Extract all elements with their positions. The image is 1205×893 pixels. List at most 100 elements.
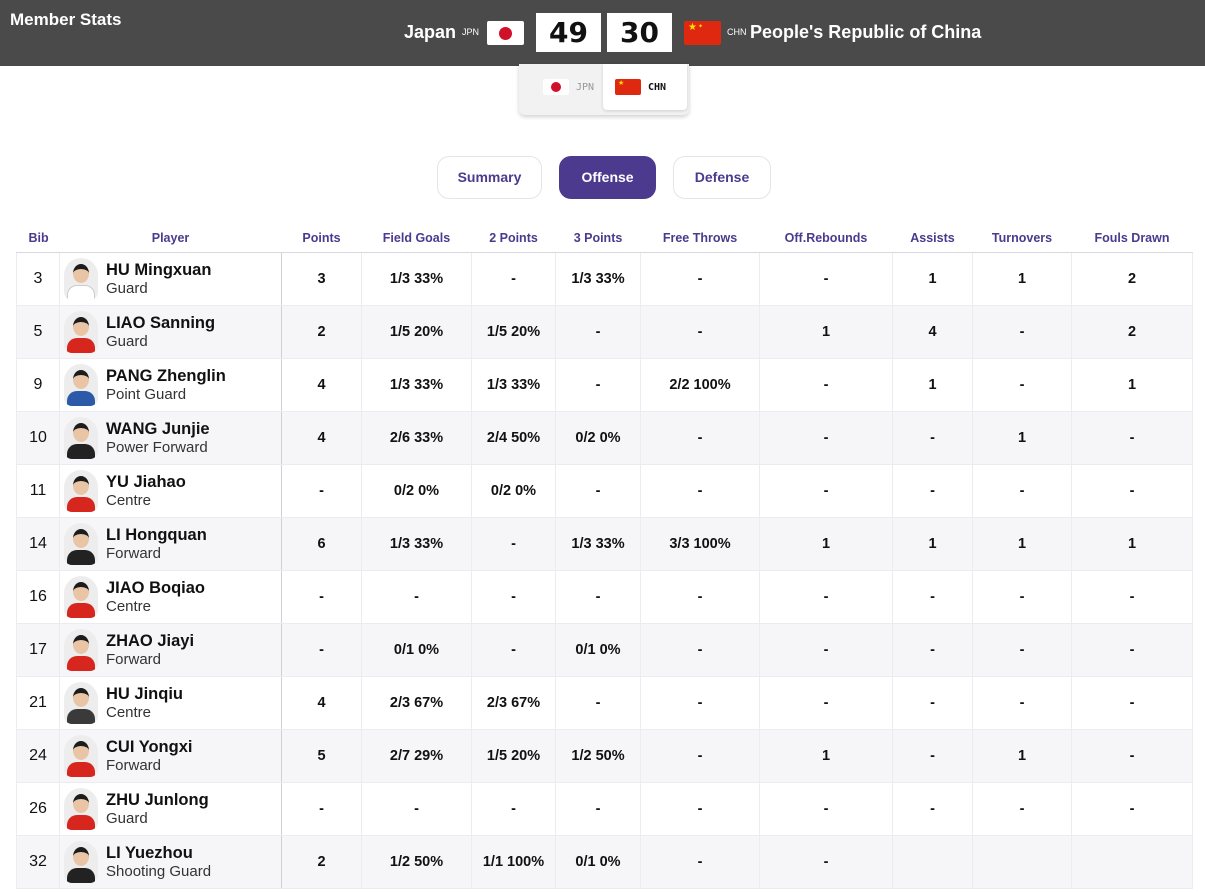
player-position: Centre (106, 703, 152, 721)
player-name[interactable]: ZHU Junlong (106, 790, 209, 809)
stat-field-goals: 1/2 50% (361, 835, 472, 889)
scoreboard-header: Member Stats Japan JPN 49 30 CHN People'… (0, 0, 1205, 66)
stat-assists: - (892, 411, 973, 465)
stat-assists: 1 (892, 358, 973, 412)
stat-points: - (281, 464, 362, 518)
player-cell[interactable]: JIAO Boqiao Centre (59, 570, 282, 624)
player-name[interactable]: LI Hongquan (106, 525, 207, 544)
stat-free-throws: - (640, 729, 760, 783)
player-bib: 11 (16, 464, 60, 518)
player-cell[interactable]: LI Yuezhou Shooting Guard (59, 835, 282, 889)
player-name[interactable]: ZHAO Jiayi (106, 631, 195, 650)
stat-assists: 1 (892, 252, 973, 306)
stat-2-points: 1/5 20% (471, 729, 556, 783)
column-header-bib: Bib (16, 222, 60, 253)
table-row[interactable]: 14 LI Hongquan Forward 6 1/3 33% -1/3 33% 3/3 … (16, 517, 1193, 571)
page-title: Member Stats (10, 10, 122, 29)
player-name[interactable]: LI Yuezhou (106, 843, 193, 862)
player-name[interactable]: CUI Yongxi (106, 737, 193, 756)
stat-off-rebounds: 1 (759, 305, 893, 359)
player-cell[interactable]: WANG Junjie Power Forward (59, 411, 282, 465)
stat-fouls-drawn: 2 (1071, 305, 1193, 359)
table-row[interactable]: 10 WANG Junjie Power Forward 4 2/6 33% 2/4 50… (16, 411, 1193, 465)
player-name[interactable]: HU Jinqiu (106, 684, 183, 703)
stat-2-points: 0/2 0% (471, 464, 556, 518)
player-name[interactable]: YU Jiahao (106, 472, 186, 491)
stat-points: 6 (281, 517, 362, 571)
player-bib: 24 (16, 729, 60, 783)
team-toggle-jpn[interactable]: JPN (519, 64, 603, 110)
column-header-off-rebounds: Off.Rebounds (759, 222, 893, 253)
stat-free-throws: - (640, 623, 760, 677)
stat-field-goals: 1/5 20% (361, 305, 472, 359)
stat-field-goals: 1/3 33% (361, 358, 472, 412)
stat-field-goals: 2/7 29% (361, 729, 472, 783)
player-cell[interactable]: ZHAO Jiayi Forward (59, 623, 282, 677)
column-header-free-throws: Free Throws (640, 222, 760, 253)
stat-off-rebounds: - (759, 358, 893, 412)
stat-field-goals: 0/1 0% (361, 623, 472, 677)
table-row[interactable]: 17 ZHAO Jiayi Forward -0/1 0% -0/1 0% - - - - - (16, 623, 1193, 677)
stat-free-throws: - (640, 305, 760, 359)
stat-2-points: 1/1 100% (471, 835, 556, 889)
player-position: Centre (106, 597, 152, 615)
avatar-head (73, 263, 89, 283)
stat-3-points: - (555, 676, 641, 730)
stat-assists (892, 835, 973, 889)
stat-fouls-drawn: - (1071, 411, 1193, 465)
table-row[interactable]: 9 PANG Zhenglin Point Guard 4 1/3 33% 1/3 33%… (16, 358, 1193, 412)
stat-turnovers: - (972, 358, 1072, 412)
stat-3-points: 1/2 50% (555, 729, 641, 783)
player-name[interactable]: JIAO Boqiao (106, 578, 206, 597)
tab-offense[interactable]: Offense (559, 156, 656, 199)
column-header-points: Points (281, 222, 362, 253)
stat-turnovers: - (972, 305, 1072, 359)
tab-defense[interactable]: Defense (673, 156, 771, 199)
player-cell[interactable]: CUI Yongxi Forward (59, 729, 282, 783)
tab-summary[interactable]: Summary (437, 156, 542, 199)
table-row[interactable]: 3 HU Mingxuan Guard 3 1/3 33% -1/3 33% - -1 1 2 (16, 252, 1193, 306)
player-cell[interactable]: LIAO Sanning Guard (59, 305, 282, 359)
stat-turnovers (972, 835, 1072, 889)
player-avatar (64, 469, 98, 512)
player-name[interactable]: PANG Zhenglin (106, 366, 226, 385)
avatar-head (73, 634, 89, 654)
stat-turnovers: 1 (972, 729, 1072, 783)
table-row[interactable]: 16 JIAO Boqiao Centre - - - - - - - - - (16, 570, 1193, 624)
table-row[interactable]: 21 HU Jinqiu Centre 4 2/3 67% 2/3 67% - - - - - - (16, 676, 1193, 730)
stat-turnovers: - (972, 676, 1072, 730)
player-cell[interactable]: ZHU Junlong Guard (59, 782, 282, 836)
table-row[interactable]: 11 YU Jiahao Centre -0/2 0% 0/2 0% - - - - - - (16, 464, 1193, 518)
column-header-2-points: 2 Points (471, 222, 556, 253)
table-body: 3 HU Mingxuan Guard 3 1/3 33% -1/3 33% - -1 1 2 5 L… (16, 252, 1193, 889)
player-cell[interactable]: YU Jiahao Centre (59, 464, 282, 518)
stat-free-throws: 2/2 100% (640, 358, 760, 412)
team-toggle-chn[interactable]: CHN (603, 64, 687, 110)
offense-stats-table: Bib Player Points Field Goals 2 Points 3… (16, 222, 1193, 889)
stat-off-rebounds: 1 (759, 517, 893, 571)
table-row[interactable]: 24 CUI Yongxi Forward 5 2/7 29% 1/5 20% 1/2 50… (16, 729, 1193, 783)
player-bib: 10 (16, 411, 60, 465)
stat-fouls-drawn: - (1071, 782, 1193, 836)
stat-field-goals: - (361, 782, 472, 836)
player-position: Forward (106, 650, 162, 668)
away-team-code: CHN (727, 27, 747, 37)
table-row[interactable]: 32 LI Yuezhou Shooting Guard 2 1/2 50% 1/1 10… (16, 835, 1193, 889)
player-cell[interactable]: PANG Zhenglin Point Guard (59, 358, 282, 412)
player-position: Point Guard (106, 385, 187, 403)
player-name[interactable]: LIAO Sanning (106, 313, 216, 332)
table-row[interactable]: 5 LIAO Sanning Guard 2 1/5 20% 1/5 20% - -1 4-2 (16, 305, 1193, 359)
player-cell[interactable]: LI Hongquan Forward (59, 517, 282, 571)
stat-3-points: 0/2 0% (555, 411, 641, 465)
player-cell[interactable]: HU Mingxuan Guard (59, 252, 282, 306)
column-header-fouls-drawn: Fouls Drawn (1071, 222, 1193, 253)
column-header-field-goals: Field Goals (361, 222, 472, 253)
avatar-head (73, 740, 89, 760)
stat-turnovers: - (972, 464, 1072, 518)
player-cell[interactable]: HU Jinqiu Centre (59, 676, 282, 730)
avatar-head (73, 528, 89, 548)
player-name[interactable]: WANG Junjie (106, 419, 210, 438)
player-name[interactable]: HU Mingxuan (106, 260, 212, 279)
table-row[interactable]: 26 ZHU Junlong Guard - - - - - - - - - (16, 782, 1193, 836)
avatar-head (73, 846, 89, 866)
